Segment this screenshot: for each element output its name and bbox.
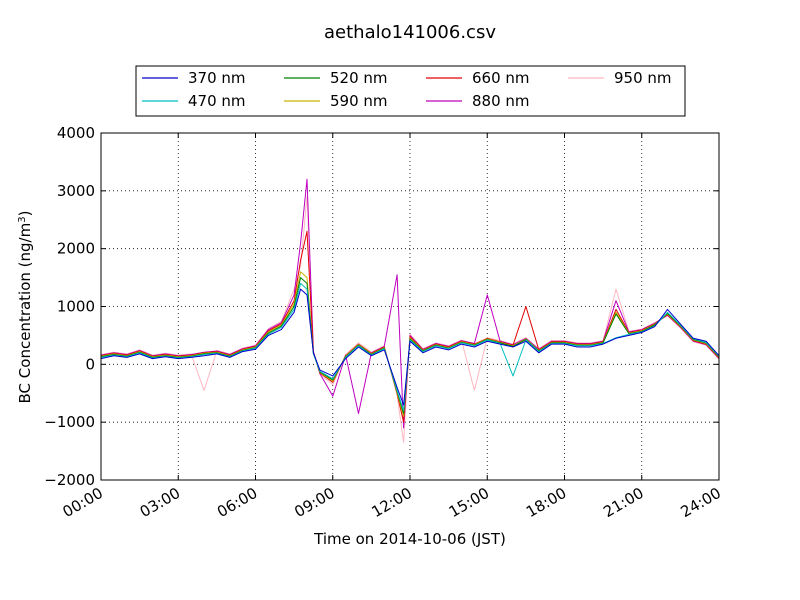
y-tick-label: 3000 — [57, 182, 95, 200]
y-tick-label: 4000 — [57, 124, 95, 142]
y-axis-label-end: ) — [16, 211, 34, 217]
series-line-520-nm — [100, 277, 720, 414]
y-tick-label: −1000 — [44, 413, 95, 431]
y-tick-label: −2000 — [44, 471, 95, 489]
y-tick-label: 1000 — [57, 298, 95, 316]
legend: 370 nm 470 nm 520 nm 590 nm 660 nm 880 nm 950 … — [135, 65, 686, 117]
legend-label-370-nm: 370 nm — [188, 69, 246, 87]
y-axis-label-group: BC Concentration (ng/m3) — [16, 211, 34, 404]
chart-title: aethalo141006.csv — [324, 22, 496, 43]
y-axis-label: BC Concentration (ng/m3) — [16, 211, 34, 404]
series-line-370-nm — [100, 288, 720, 406]
legend-label-470-nm: 470 nm — [188, 92, 246, 110]
series-line-950-nm — [100, 196, 720, 443]
y-tick-label: 0 — [85, 355, 95, 373]
series-line-880-nm — [100, 178, 720, 429]
y-axis-label-sup: 3 — [17, 216, 28, 222]
legend-label-590-nm: 590 nm — [330, 92, 388, 110]
legend-label-950-nm: 950 nm — [614, 69, 672, 87]
series-line-660-nm — [100, 230, 720, 423]
series-layer — [100, 178, 720, 443]
y-tick-label: 2000 — [57, 240, 95, 258]
legend-label-660-nm: 660 nm — [472, 69, 530, 87]
y-axis: −2000 −1000 0 1000 2000 3000 4000 — [44, 124, 719, 489]
y-axis-label-main: BC Concentration (ng/m — [16, 223, 34, 404]
series-line-470-nm — [100, 282, 720, 412]
legend-label-520-nm: 520 nm — [330, 69, 388, 87]
grid — [101, 133, 719, 480]
legend-label-880-nm: 880 nm — [472, 92, 530, 110]
x-axis-label: Time on 2014-10-06 (JST) — [313, 530, 506, 548]
legend-box — [135, 65, 686, 117]
